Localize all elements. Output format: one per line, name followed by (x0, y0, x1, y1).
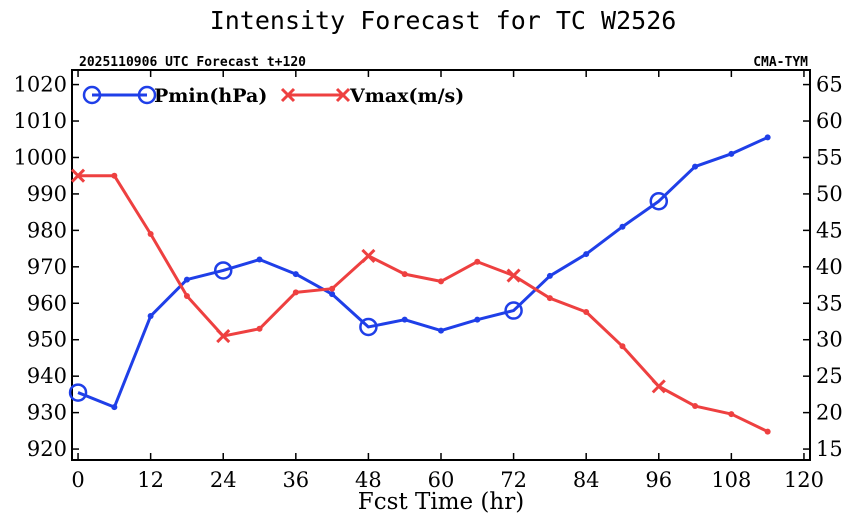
vmax-marker-big (361, 248, 376, 263)
x-tick-label: 60 (428, 468, 455, 492)
vmax-point (583, 309, 590, 316)
vmax-point (256, 325, 263, 332)
y-right-tick-label: 35 (816, 291, 843, 315)
y-left-tick-label: 920 (27, 437, 67, 461)
legend-item: Pmin(hPa) (82, 85, 267, 107)
series-line (78, 174, 769, 433)
pmin-marker-big (359, 317, 378, 337)
y-left-tick-label: 1010 (14, 109, 67, 133)
y-left-tick-label: 1020 (14, 73, 67, 97)
pmin-point (546, 272, 553, 279)
pmin-point (764, 134, 771, 141)
pmin-point (583, 251, 590, 258)
vmax-point (728, 411, 735, 418)
x-tick-label: 108 (711, 468, 751, 492)
y-right-tick-label: 20 (816, 401, 843, 425)
vmax-point (474, 258, 481, 265)
pmin-point (438, 327, 444, 334)
vmax-point (401, 271, 408, 278)
y-right-tick-label: 15 (816, 437, 843, 461)
x-tick-label: 36 (282, 468, 309, 492)
vmax-marker-big (70, 168, 86, 183)
series-group (68, 134, 771, 435)
vmax-point (329, 285, 336, 292)
y-left-tick-label: 960 (27, 291, 67, 315)
vmax-marker-big (280, 87, 296, 103)
x-tick-label: 48 (355, 468, 382, 492)
pmin-point (474, 316, 481, 323)
vmax-point (292, 289, 299, 296)
pmin-point (619, 223, 626, 230)
x-tick-label: 96 (645, 468, 672, 492)
chart-title: Intensity Forecast for TC W2526 (210, 6, 677, 35)
vmax-point (147, 231, 154, 238)
x-tick-label: 0 (71, 468, 84, 492)
y-left-tick-label: 950 (27, 328, 67, 352)
vmax-marker-big (506, 268, 521, 283)
y-left-tick-label: 990 (27, 182, 67, 206)
pmin-marker-big (649, 191, 669, 211)
y-right-tick-label: 50 (816, 182, 843, 206)
pmin-marker-big (82, 85, 102, 105)
pmin-marker-big (213, 261, 233, 280)
y-right-tick-label: 45 (816, 218, 843, 242)
y-right-tick-label: 65 (816, 73, 843, 97)
pmin-point (183, 276, 190, 283)
pmin-point (147, 313, 154, 320)
pmin-point (692, 163, 699, 170)
y-left-tick-label: 930 (27, 401, 67, 425)
chart-subtitle-left: 2025110906 UTC Forecast t+120 (79, 55, 306, 70)
x-axis-label: Fcst Time (hr) (358, 489, 524, 515)
pmin-point (111, 404, 118, 411)
y-right-tick-label: 40 (816, 255, 843, 279)
y-left-tick-label: 1000 (14, 145, 67, 169)
x-tick-label: 72 (500, 468, 527, 492)
pmin-point (256, 256, 263, 263)
x-tick-label: 12 (137, 468, 164, 492)
y-right-tick-label: 30 (816, 328, 843, 352)
pmin-point (401, 316, 408, 323)
vmax-marker-big (335, 87, 351, 103)
y-left-tick-label: 980 (27, 218, 67, 242)
vmax-point (764, 428, 771, 435)
pmin-point (292, 271, 299, 278)
series-vmax (70, 168, 771, 435)
pmin-point (329, 291, 336, 298)
pmin-marker-big (137, 85, 157, 105)
y-right-tick-label: 55 (816, 145, 843, 169)
legend-label: Pmin(hPa) (154, 85, 267, 107)
vmax-point (111, 172, 118, 179)
vmax-marker-big (216, 329, 231, 344)
legend: Pmin(hPa) Vmax(m/s) (82, 85, 464, 107)
vmax-point (183, 292, 190, 299)
axes-group: 0 12 24 36 48 60 72 84 96 108 120 920 930 940 950 960 97… (14, 70, 843, 492)
plot-frame (71, 69, 811, 461)
vmax-point (546, 295, 553, 302)
vmax-point (438, 278, 444, 285)
y-right-tick-label: 25 (816, 364, 843, 388)
y-left-tick-label: 940 (27, 364, 67, 388)
legend-label: Vmax(m/s) (349, 85, 464, 107)
x-tick-label: 120 (784, 468, 824, 492)
vmax-marker-big (651, 379, 666, 394)
x-tick-label: 24 (210, 468, 237, 492)
legend-item: Vmax(m/s) (280, 85, 464, 107)
series-line (77, 136, 769, 409)
y-left-tick-label: 970 (27, 255, 67, 279)
pmin-marker-big (504, 301, 523, 320)
chart-subtitle-right: CMA-TYM (753, 55, 808, 70)
x-tick-label: 84 (573, 468, 600, 492)
pmin-point (728, 150, 735, 157)
pmin-marker-big (68, 383, 88, 402)
series-pmin (68, 134, 771, 411)
vmax-point (692, 403, 699, 410)
vmax-point (619, 343, 626, 350)
y-right-tick-label: 60 (816, 109, 843, 133)
